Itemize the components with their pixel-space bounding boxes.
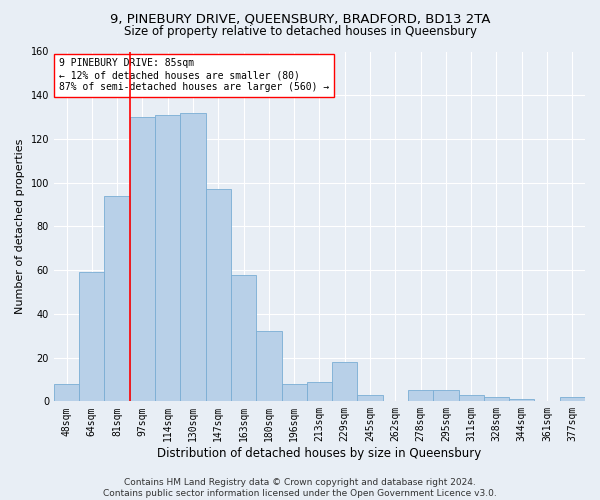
Bar <box>130 117 155 402</box>
Bar <box>281 384 307 402</box>
Bar <box>307 382 332 402</box>
Bar <box>155 115 181 402</box>
Bar <box>484 397 509 402</box>
Bar <box>560 397 585 402</box>
Text: Contains HM Land Registry data © Crown copyright and database right 2024.
Contai: Contains HM Land Registry data © Crown c… <box>103 478 497 498</box>
Bar <box>256 332 281 402</box>
X-axis label: Distribution of detached houses by size in Queensbury: Distribution of detached houses by size … <box>157 447 482 460</box>
Bar <box>181 112 206 402</box>
Bar <box>231 274 256 402</box>
Text: 9 PINEBURY DRIVE: 85sqm
← 12% of detached houses are smaller (80)
87% of semi-de: 9 PINEBURY DRIVE: 85sqm ← 12% of detache… <box>59 58 329 92</box>
Text: Size of property relative to detached houses in Queensbury: Size of property relative to detached ho… <box>124 25 476 38</box>
Bar <box>332 362 358 402</box>
Bar <box>358 395 383 402</box>
Bar <box>509 399 535 402</box>
Bar <box>206 189 231 402</box>
Bar <box>79 272 104 402</box>
Bar <box>104 196 130 402</box>
Bar <box>458 395 484 402</box>
Y-axis label: Number of detached properties: Number of detached properties <box>15 138 25 314</box>
Bar <box>408 390 433 402</box>
Bar <box>54 384 79 402</box>
Text: 9, PINEBURY DRIVE, QUEENSBURY, BRADFORD, BD13 2TA: 9, PINEBURY DRIVE, QUEENSBURY, BRADFORD,… <box>110 12 490 26</box>
Bar <box>433 390 458 402</box>
